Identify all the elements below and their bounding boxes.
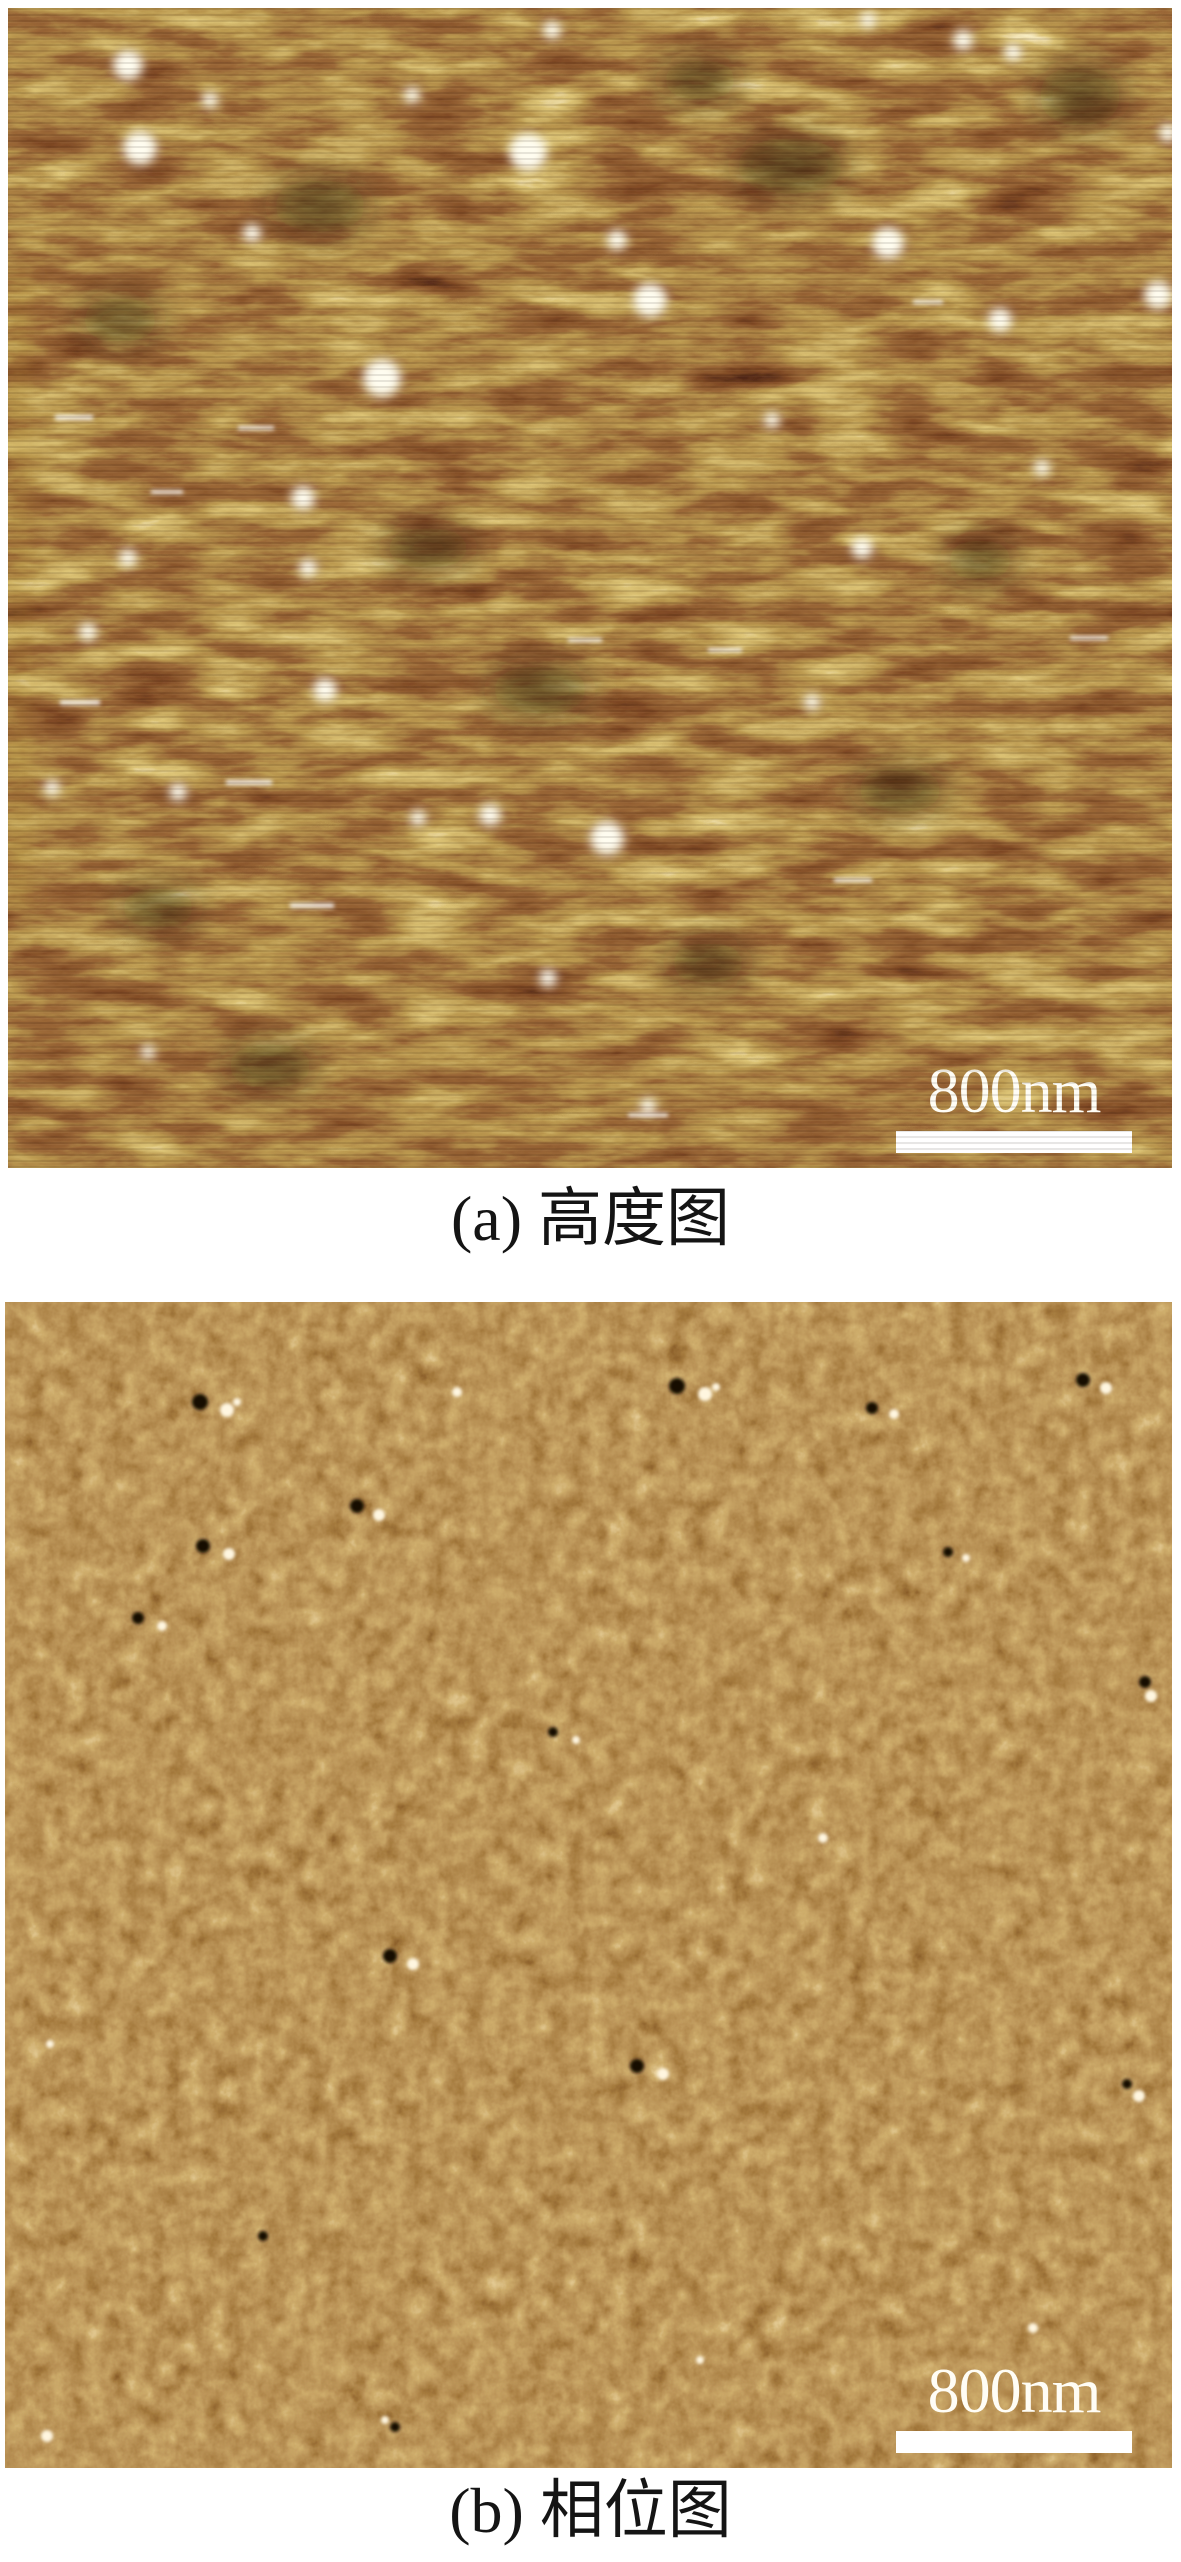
- scan-streaks: [55, 300, 1108, 1117]
- caption-panel-b: (b) 相位图: [449, 2475, 732, 2546]
- caption-panel-a: (a) 高度图: [450, 1183, 731, 1254]
- height-map-texture: [8, 8, 1172, 1168]
- scale-bar-label-b: 800nm: [927, 2355, 1102, 2426]
- afm-phase-image: 800nm: [5, 1302, 1172, 2468]
- phase-map-texture: [5, 1302, 1172, 2468]
- scale-bar-line-b: [896, 2431, 1132, 2453]
- bright-particles: [44, 12, 1172, 1114]
- scale-bar-label-a: 800nm: [927, 1055, 1102, 1126]
- scale-bar-line-a: [896, 1131, 1132, 1153]
- afm-height-image: 800nm: [8, 8, 1172, 1168]
- dark-patches: [80, 60, 1122, 1088]
- bright-sparkles: [41, 1382, 1157, 2442]
- edge-highlight: [8, 268, 30, 908]
- dark-pits: [132, 1373, 1151, 2432]
